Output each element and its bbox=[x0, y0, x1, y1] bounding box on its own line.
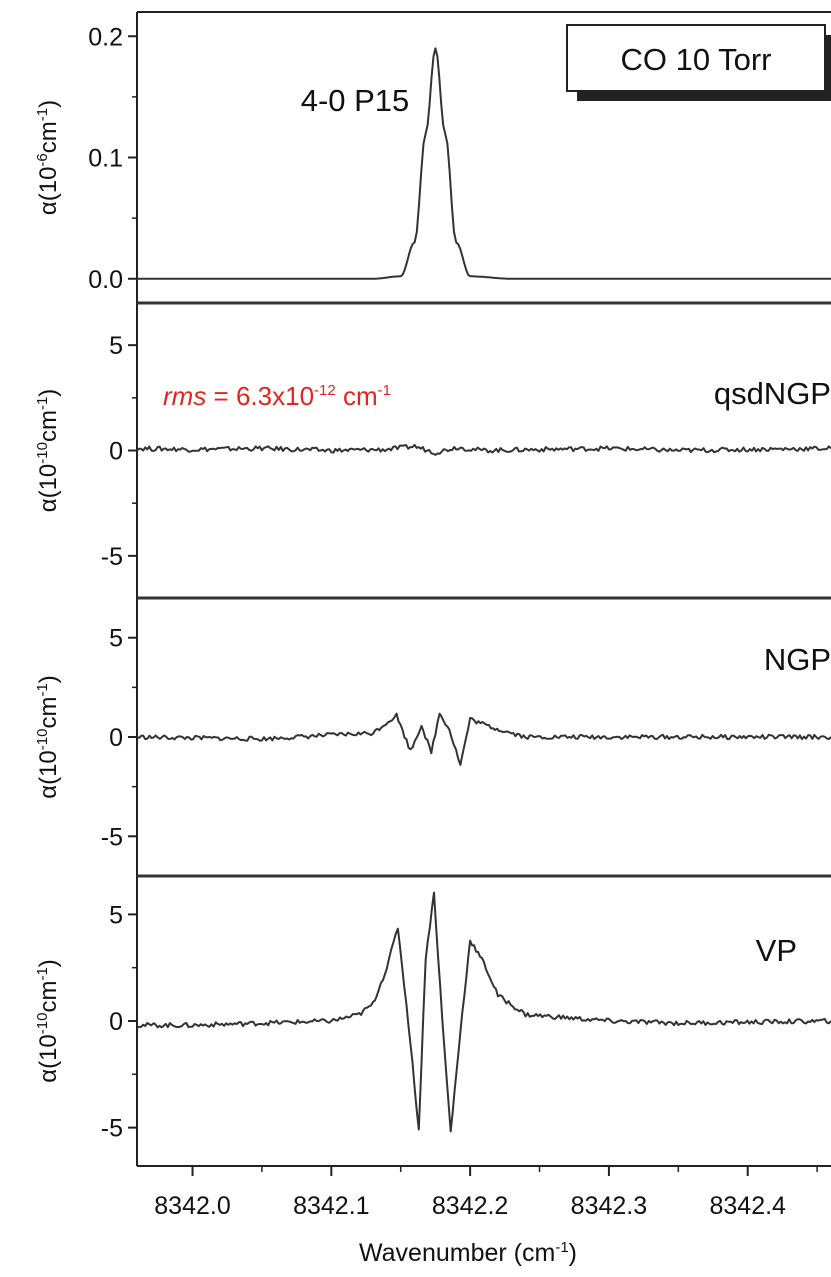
series-line-VP bbox=[136, 891, 831, 1133]
y-tick-label: -5 bbox=[101, 823, 123, 851]
spectrum-traces bbox=[136, 47, 831, 1133]
y-axis-label: α(10-10cm-1) bbox=[34, 959, 62, 1083]
y-tick-label: 0.1 bbox=[88, 145, 123, 173]
panel-label-VP: VP bbox=[756, 933, 797, 968]
y-tick-label: 5 bbox=[109, 625, 123, 653]
legend-box-label: CO 10 Torr bbox=[620, 42, 771, 77]
y-tick-label: 5 bbox=[109, 901, 123, 929]
annotations: 4-0 P15 CO 10 Torr qsdNGP NGP VP rms = 6.3x10… bbox=[163, 24, 831, 968]
y-axis-label: α(10-10cm-1) bbox=[34, 675, 62, 799]
y-tick-label: 0.2 bbox=[88, 23, 123, 51]
axis-ticks bbox=[128, 35, 818, 1176]
series-line-NGP bbox=[136, 712, 831, 766]
y-axis-label: α(10-10cm-1) bbox=[34, 389, 62, 513]
panel-frames bbox=[136, 11, 831, 1167]
x-tick-label: 8342.2 bbox=[432, 1192, 508, 1220]
rms-annotation: rms = 6.3x10-12 cm-1 bbox=[163, 381, 391, 411]
x-axis-label: Wavenumber (cm-1) bbox=[359, 1239, 577, 1267]
legend-box bbox=[566, 24, 826, 92]
line-label-4-0-p15: 4-0 P15 bbox=[301, 83, 410, 118]
series-line-top bbox=[137, 47, 831, 280]
y-tick-label: 0 bbox=[109, 724, 123, 752]
x-tick-label: 8342.0 bbox=[154, 1192, 230, 1220]
y-tick-label: -5 bbox=[101, 1115, 123, 1143]
x-tick-label: 8342.1 bbox=[293, 1192, 369, 1220]
y-tick-label: -5 bbox=[101, 543, 123, 571]
x-tick-label: 8342.4 bbox=[709, 1192, 786, 1220]
y-tick-label: 0 bbox=[109, 1008, 123, 1036]
series-line-qsdNGP bbox=[136, 443, 831, 456]
y-tick-label: 0.0 bbox=[88, 266, 123, 294]
panel-label-NGP: NGP bbox=[764, 642, 831, 677]
y-tick-label: 0 bbox=[109, 438, 123, 466]
panel-label-qsdNGP: qsdNGP bbox=[714, 376, 831, 411]
axis-labels: 0.0 0.1 0.2 α(10-6cm-1) -5 0 5 α(10-10cm-1) -5 0 5… bbox=[34, 23, 786, 1267]
x-tick-label: 8342.3 bbox=[571, 1192, 647, 1220]
y-tick-label: 5 bbox=[109, 332, 123, 360]
y-axis-label: α(10-6cm-1) bbox=[34, 100, 62, 215]
